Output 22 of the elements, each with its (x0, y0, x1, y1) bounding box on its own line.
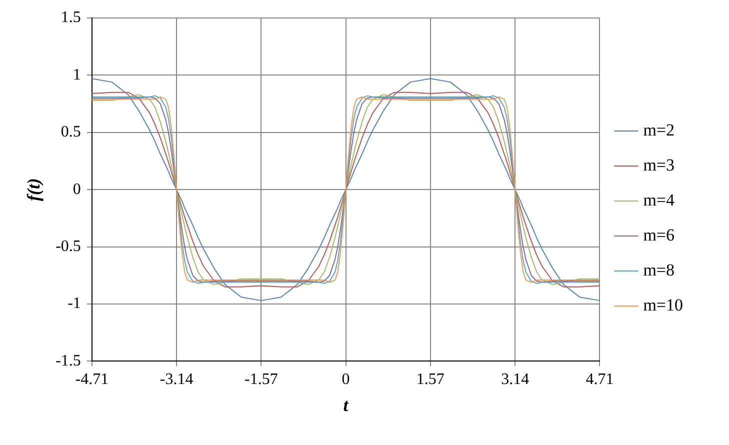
y-tick-label: -0.5 (56, 238, 81, 256)
x-tick-label: 4.71 (586, 371, 614, 388)
legend-label: m=10 (643, 295, 683, 314)
x-tick-label: -3.14 (160, 371, 194, 388)
y-axis-title: f(t) (23, 178, 44, 202)
y-tick-label: -1.5 (56, 352, 81, 370)
y-tick-label: 1.5 (60, 9, 81, 26)
y-tick-label: 0 (72, 180, 81, 198)
x-axis-title: t (343, 394, 350, 415)
x-tick-label: 1.57 (416, 371, 444, 388)
legend-label: m=3 (643, 155, 674, 174)
legend-label: m=6 (643, 225, 674, 244)
y-tick-label: 1 (72, 66, 81, 84)
x-tick-label: 0 (342, 371, 350, 388)
y-tick-label: -1 (68, 295, 81, 312)
x-tick-label: -4.71 (75, 371, 109, 388)
legend-label: m=8 (643, 260, 674, 280)
x-tick-label: -1.57 (244, 371, 278, 388)
legend-label: m=4 (643, 190, 675, 210)
legend-label: m=2 (643, 120, 674, 140)
y-tick-label: 0.5 (60, 124, 81, 141)
x-tick-label: 3.14 (501, 371, 530, 388)
